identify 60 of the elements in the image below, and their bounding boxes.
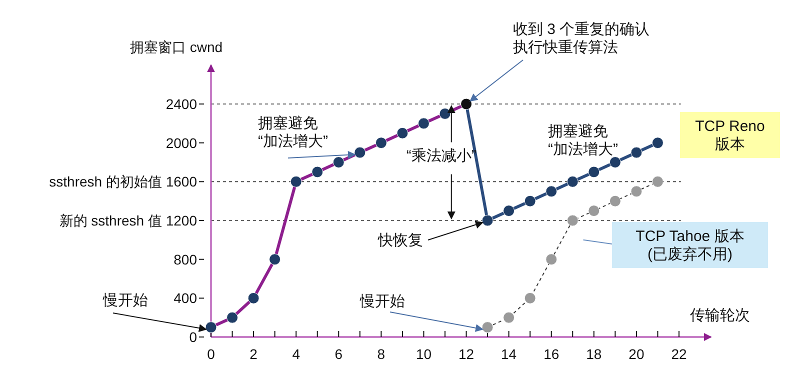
x-tick-label: 2 bbox=[250, 346, 258, 362]
x-tick-label: 4 bbox=[292, 346, 300, 362]
y-axis-title: 拥塞窗口 cwnd bbox=[130, 39, 223, 55]
x-tick-label: 14 bbox=[501, 346, 517, 362]
x-tick-label: 8 bbox=[377, 346, 386, 362]
x-tick-label: 0 bbox=[207, 346, 216, 362]
point bbox=[524, 292, 536, 304]
point bbox=[226, 312, 238, 324]
point bbox=[566, 214, 578, 226]
point bbox=[566, 176, 578, 188]
y-tick-label: 2400 bbox=[166, 96, 198, 112]
annotation: 慢开始 bbox=[359, 293, 405, 310]
annotation: 快恢复 bbox=[377, 232, 423, 249]
point bbox=[439, 108, 451, 120]
point bbox=[354, 146, 366, 158]
point bbox=[588, 205, 600, 217]
point bbox=[332, 156, 344, 168]
y-tick-label: 2000 bbox=[166, 134, 198, 151]
x-tick-label: 22 bbox=[671, 346, 687, 362]
point bbox=[312, 166, 324, 178]
x-tick-label: 10 bbox=[416, 346, 432, 362]
annotation: 慢开始 bbox=[102, 292, 148, 309]
x-tick-label: 18 bbox=[586, 346, 602, 362]
y-tick-label: 400 bbox=[174, 290, 198, 306]
annotation: 收到 3 个重复的确认执行快重传算法 bbox=[513, 21, 650, 56]
point bbox=[482, 322, 494, 334]
point bbox=[546, 254, 558, 266]
point bbox=[630, 186, 642, 198]
point bbox=[460, 98, 472, 110]
point bbox=[546, 186, 558, 198]
point bbox=[652, 137, 664, 149]
text: TCP Reno 版本 bbox=[695, 118, 765, 153]
x-tick-label: 6 bbox=[334, 346, 343, 362]
point bbox=[396, 127, 408, 139]
x-axis-title: 传输轮次 bbox=[690, 307, 750, 324]
point bbox=[248, 292, 260, 304]
point bbox=[503, 312, 515, 324]
y-tick-label: 0 bbox=[189, 329, 198, 345]
point bbox=[630, 146, 642, 158]
series-label: TCP Tahoe 版本 (已废弃不用) bbox=[636, 228, 744, 263]
x-tick-label: 20 bbox=[628, 346, 644, 362]
y-tick-label: ssthresh 的初始值 1600 bbox=[49, 174, 198, 190]
point bbox=[503, 205, 515, 217]
point bbox=[524, 195, 536, 207]
point bbox=[609, 156, 621, 168]
y-tick-label: 800 bbox=[174, 251, 198, 268]
x-tick-label: 12 bbox=[458, 346, 474, 362]
point bbox=[482, 214, 494, 226]
annotation: “乘法减小” bbox=[406, 147, 476, 164]
point bbox=[588, 166, 600, 178]
point bbox=[418, 118, 430, 130]
annotation: 拥塞避免 “加法增大” bbox=[258, 115, 328, 150]
x-tick-label: 16 bbox=[544, 346, 560, 362]
point bbox=[269, 254, 281, 266]
point bbox=[652, 176, 664, 188]
y-tick-label: 新的 ssthresh 值 1200 bbox=[59, 212, 198, 228]
point bbox=[609, 195, 621, 207]
annotation: 拥塞避免 “加法增大” bbox=[548, 123, 618, 158]
point bbox=[290, 176, 302, 188]
point bbox=[375, 137, 387, 149]
